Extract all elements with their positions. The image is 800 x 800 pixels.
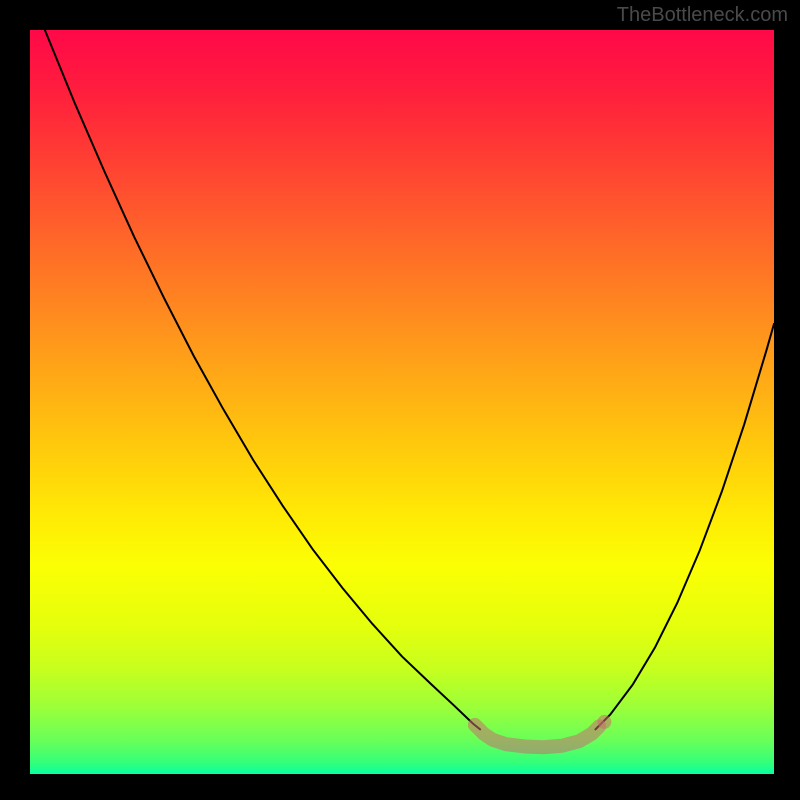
bottleneck-chart [0,0,800,800]
attribution-watermark: TheBottleneck.com [617,4,788,27]
chart-background [30,30,774,774]
smudge-marker [597,715,611,729]
stage: TheBottleneck.com [0,0,800,800]
